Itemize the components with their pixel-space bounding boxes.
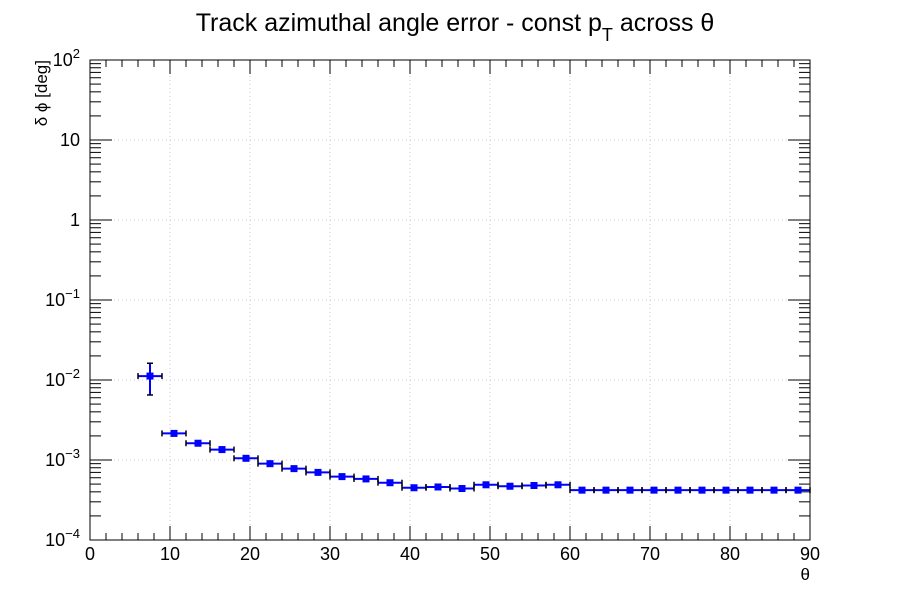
data-marker bbox=[794, 486, 802, 494]
y-axis-title: δ ϕ [deg] bbox=[32, 60, 51, 126]
x-tick-label: 0 bbox=[85, 544, 95, 564]
x-tick-label: 10 bbox=[160, 544, 180, 564]
grid bbox=[90, 60, 810, 540]
data-point bbox=[545, 481, 571, 489]
x-tick-label: 30 bbox=[320, 544, 340, 564]
data-marker bbox=[218, 446, 226, 454]
data-marker bbox=[578, 486, 586, 494]
data-marker bbox=[338, 473, 346, 481]
data-marker bbox=[170, 429, 178, 437]
data-point bbox=[209, 446, 235, 454]
y-tick-labels: 10−4 10−3 10−2 10−1 1 10 102 bbox=[45, 46, 80, 550]
data-marker bbox=[410, 484, 418, 492]
x-tick-label: 90 bbox=[800, 544, 820, 564]
data-point bbox=[281, 465, 307, 473]
data-marker bbox=[626, 486, 634, 494]
data-marker bbox=[506, 482, 514, 490]
data-marker bbox=[602, 486, 610, 494]
x-tick-label: 50 bbox=[480, 544, 500, 564]
data-point bbox=[761, 486, 787, 494]
plot-frame bbox=[89, 59, 811, 541]
data-point bbox=[185, 439, 211, 447]
data-point bbox=[161, 429, 187, 437]
data-point bbox=[713, 486, 739, 494]
x-tick-label: 70 bbox=[640, 544, 660, 564]
data-point bbox=[593, 486, 619, 494]
x-axis-title: θ bbox=[801, 565, 810, 584]
data-marker bbox=[458, 485, 466, 493]
chart-title-main: Track azimuthal angle error - const p bbox=[196, 9, 602, 37]
data-marker bbox=[674, 486, 682, 494]
data-point bbox=[449, 485, 475, 493]
y-tick-label: 102 bbox=[53, 46, 80, 70]
data-point bbox=[401, 484, 427, 492]
y-tick-label: 10−4 bbox=[45, 526, 80, 550]
x-tick-labels: 0 10 20 30 40 50 60 70 80 90 bbox=[85, 544, 820, 564]
data-marker bbox=[362, 475, 370, 483]
data-point bbox=[497, 482, 523, 490]
chart-title-subscript: T bbox=[602, 25, 613, 45]
data-marker bbox=[242, 454, 250, 462]
chart-title-tail: across θ bbox=[613, 9, 714, 37]
data-point bbox=[689, 486, 715, 494]
x-tick-label: 60 bbox=[560, 544, 580, 564]
data-points bbox=[137, 362, 811, 494]
axis-ticks bbox=[89, 59, 811, 541]
data-point bbox=[353, 475, 379, 483]
data-point bbox=[329, 473, 355, 481]
data-point bbox=[569, 486, 595, 494]
data-marker bbox=[650, 486, 658, 494]
data-marker bbox=[554, 481, 562, 489]
data-marker bbox=[722, 486, 730, 494]
data-point bbox=[233, 454, 259, 462]
data-point bbox=[737, 486, 763, 494]
data-marker bbox=[146, 372, 154, 380]
x-tick-label: 80 bbox=[720, 544, 740, 564]
data-marker bbox=[746, 486, 754, 494]
chart-title: Track azimuthal angle error - const pT a… bbox=[196, 9, 715, 45]
data-marker bbox=[530, 482, 538, 490]
data-point bbox=[305, 468, 331, 476]
y-tick-label: 10−3 bbox=[45, 446, 80, 470]
data-marker bbox=[386, 479, 394, 487]
data-point bbox=[521, 482, 547, 490]
data-point bbox=[425, 483, 451, 491]
data-marker bbox=[434, 483, 442, 491]
data-point bbox=[617, 486, 643, 494]
data-point bbox=[137, 362, 163, 396]
y-tick-label: 1 bbox=[70, 210, 80, 230]
y-tick-label: 10−2 bbox=[45, 366, 80, 390]
y-tick-label: 10−1 bbox=[45, 286, 80, 310]
data-point bbox=[785, 486, 811, 494]
data-point bbox=[257, 460, 283, 468]
data-marker bbox=[290, 465, 298, 473]
data-point bbox=[377, 479, 403, 487]
data-marker bbox=[770, 486, 778, 494]
data-marker bbox=[482, 481, 490, 489]
data-point bbox=[665, 486, 691, 494]
data-marker bbox=[314, 468, 322, 476]
data-point bbox=[641, 486, 667, 494]
data-point bbox=[473, 481, 499, 489]
data-marker bbox=[698, 486, 706, 494]
y-tick-label: 10 bbox=[60, 130, 80, 150]
x-tick-label: 20 bbox=[240, 544, 260, 564]
data-marker bbox=[194, 439, 202, 447]
data-marker bbox=[266, 460, 274, 468]
x-tick-label: 40 bbox=[400, 544, 420, 564]
